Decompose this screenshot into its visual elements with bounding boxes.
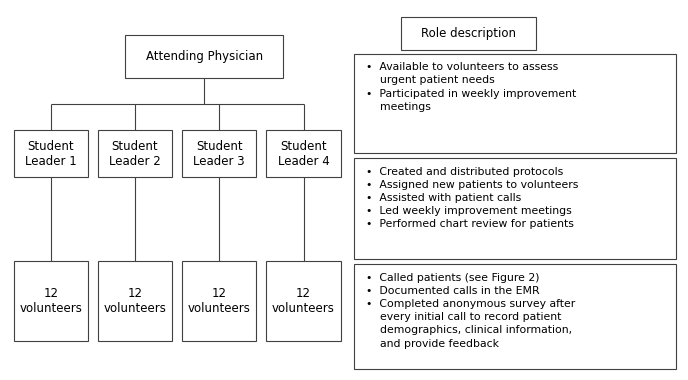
FancyBboxPatch shape xyxy=(14,130,88,177)
Text: •  Called patients (see Figure 2)
•  Documented calls in the EMR
•  Completed an: • Called patients (see Figure 2) • Docum… xyxy=(366,273,575,349)
FancyBboxPatch shape xyxy=(182,130,257,177)
Text: Attending Physician: Attending Physician xyxy=(146,51,263,63)
FancyBboxPatch shape xyxy=(14,261,88,341)
Text: 12
volunteers: 12 volunteers xyxy=(19,287,82,315)
FancyBboxPatch shape xyxy=(266,130,341,177)
FancyBboxPatch shape xyxy=(98,261,172,341)
Text: 12
volunteers: 12 volunteers xyxy=(104,287,166,315)
Text: 12
volunteers: 12 volunteers xyxy=(188,287,250,315)
FancyBboxPatch shape xyxy=(182,261,257,341)
FancyBboxPatch shape xyxy=(266,261,341,341)
FancyBboxPatch shape xyxy=(401,17,536,51)
Text: •  Available to volunteers to assess
    urgent patient needs
•  Participated in: • Available to volunteers to assess urge… xyxy=(366,62,577,112)
Text: Student
Leader 2: Student Leader 2 xyxy=(109,140,161,168)
Text: Role description: Role description xyxy=(421,27,516,40)
Text: Student
Leader 3: Student Leader 3 xyxy=(193,140,245,168)
FancyBboxPatch shape xyxy=(98,130,172,177)
Text: 12
volunteers: 12 volunteers xyxy=(272,287,335,315)
FancyBboxPatch shape xyxy=(354,158,676,259)
Text: Student
Leader 4: Student Leader 4 xyxy=(278,140,330,168)
Text: Student
Leader 1: Student Leader 1 xyxy=(25,140,76,168)
FancyBboxPatch shape xyxy=(354,54,676,153)
Text: •  Created and distributed protocols
•  Assigned new patients to volunteers
•  A: • Created and distributed protocols • As… xyxy=(366,166,579,230)
FancyBboxPatch shape xyxy=(125,35,283,78)
FancyBboxPatch shape xyxy=(354,264,676,369)
